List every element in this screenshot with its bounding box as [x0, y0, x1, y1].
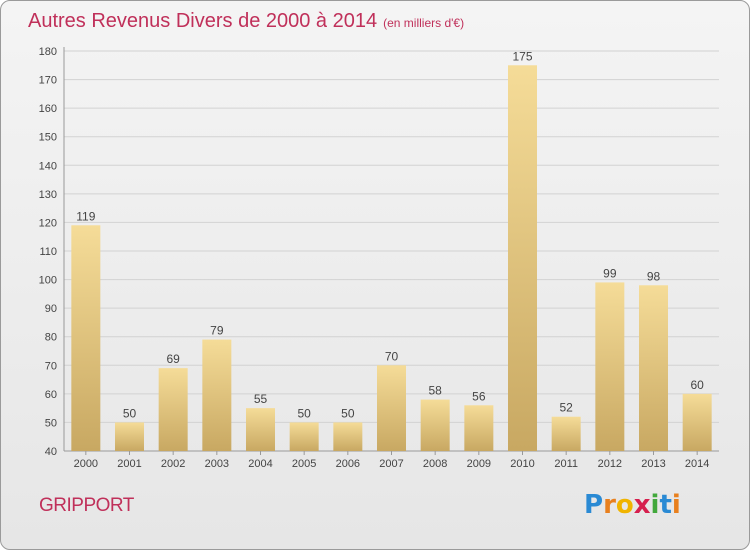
data-label: 69: [166, 352, 180, 366]
chart-title-block: Autres Revenus Divers de 2000 à 2014 (en …: [28, 10, 464, 33]
x-tick-label: 2006: [336, 458, 360, 470]
bar: [158, 368, 188, 451]
x-tick-label: 2003: [205, 458, 229, 470]
chart-subtitle: (en milliers d'€): [383, 16, 465, 30]
x-tick-label: 2004: [248, 458, 272, 470]
y-tick-label: 160: [39, 103, 57, 115]
x-tick-label: 2009: [467, 458, 491, 470]
bar: [202, 339, 232, 451]
logo-letter: i: [671, 490, 681, 520]
data-label: 60: [690, 378, 704, 392]
logo-letter: r: [603, 490, 616, 520]
logo-letter: i: [650, 490, 660, 520]
data-label: 79: [210, 324, 224, 338]
proxiti-logo: Proxiti: [584, 490, 681, 520]
logo-letter: x: [633, 490, 651, 520]
x-tick-label: 2001: [117, 458, 141, 470]
x-tick-label: 2000: [74, 458, 98, 470]
data-label: 50: [341, 406, 355, 420]
logo-letter: o: [615, 490, 634, 520]
bar: [115, 422, 144, 451]
x-tick-label: 2007: [379, 458, 403, 470]
data-label: 50: [123, 406, 137, 420]
x-tick-label: 2010: [510, 458, 534, 470]
bar: [508, 65, 537, 452]
y-tick-label: 60: [45, 389, 57, 401]
x-tick-label: 2002: [161, 458, 185, 470]
y-tick-label: 110: [39, 246, 57, 258]
tick-labels: 40 50 60 70 80 90 100 110 120 130 140 150 160 170 180 2…: [39, 46, 710, 470]
y-tick-label: 140: [39, 160, 57, 172]
chart-title: Autres Revenus Divers de 2000 à 2014: [28, 10, 378, 32]
data-label: 56: [472, 389, 486, 403]
data-label: 99: [603, 266, 617, 280]
x-tick-label: 2011: [554, 458, 578, 470]
logo-letter: t: [659, 490, 672, 520]
bar: [595, 282, 625, 451]
x-tick-label: 2014: [685, 458, 709, 470]
data-label: 98: [647, 269, 661, 283]
y-tick-label: 50: [45, 417, 57, 429]
y-tick-label: 180: [39, 46, 57, 58]
data-label: 52: [559, 401, 573, 415]
data-label: 58: [428, 384, 442, 398]
data-label: 70: [385, 349, 399, 363]
y-tick-label: 150: [39, 132, 57, 144]
data-label: 55: [254, 392, 268, 406]
bar: [639, 285, 668, 451]
x-tick-label: 2005: [292, 458, 316, 470]
bar: [464, 405, 494, 451]
y-tick-label: 90: [45, 303, 57, 315]
y-tick-label: 40: [45, 446, 57, 458]
y-tick-label: 100: [39, 275, 57, 287]
bar: [333, 422, 363, 451]
bar: [377, 365, 406, 451]
y-tick-label: 70: [45, 360, 57, 372]
data-labels: 119 50 69 79 55 50 50 70 58 56 175 52 99 98 60: [76, 49, 704, 420]
logo-letter: P: [584, 490, 604, 520]
bar: [71, 225, 101, 451]
x-tick-label: 2012: [598, 458, 622, 470]
x-tick-label: 2013: [641, 458, 665, 470]
y-tick-label: 170: [39, 75, 57, 87]
bar: [246, 408, 275, 451]
location-label: GRIPPORT: [39, 495, 134, 516]
y-tick-label: 80: [45, 332, 57, 344]
x-tick-label: 2008: [423, 458, 447, 470]
y-tick-label: 130: [39, 189, 57, 201]
bar: [420, 399, 450, 451]
data-label: 50: [297, 406, 311, 420]
bar: [682, 393, 712, 451]
bar: [551, 416, 581, 451]
bars: [71, 65, 712, 452]
y-tick-label: 120: [39, 217, 57, 229]
bar: [289, 422, 319, 451]
data-label: 175: [512, 49, 532, 63]
data-label: 119: [76, 209, 95, 223]
